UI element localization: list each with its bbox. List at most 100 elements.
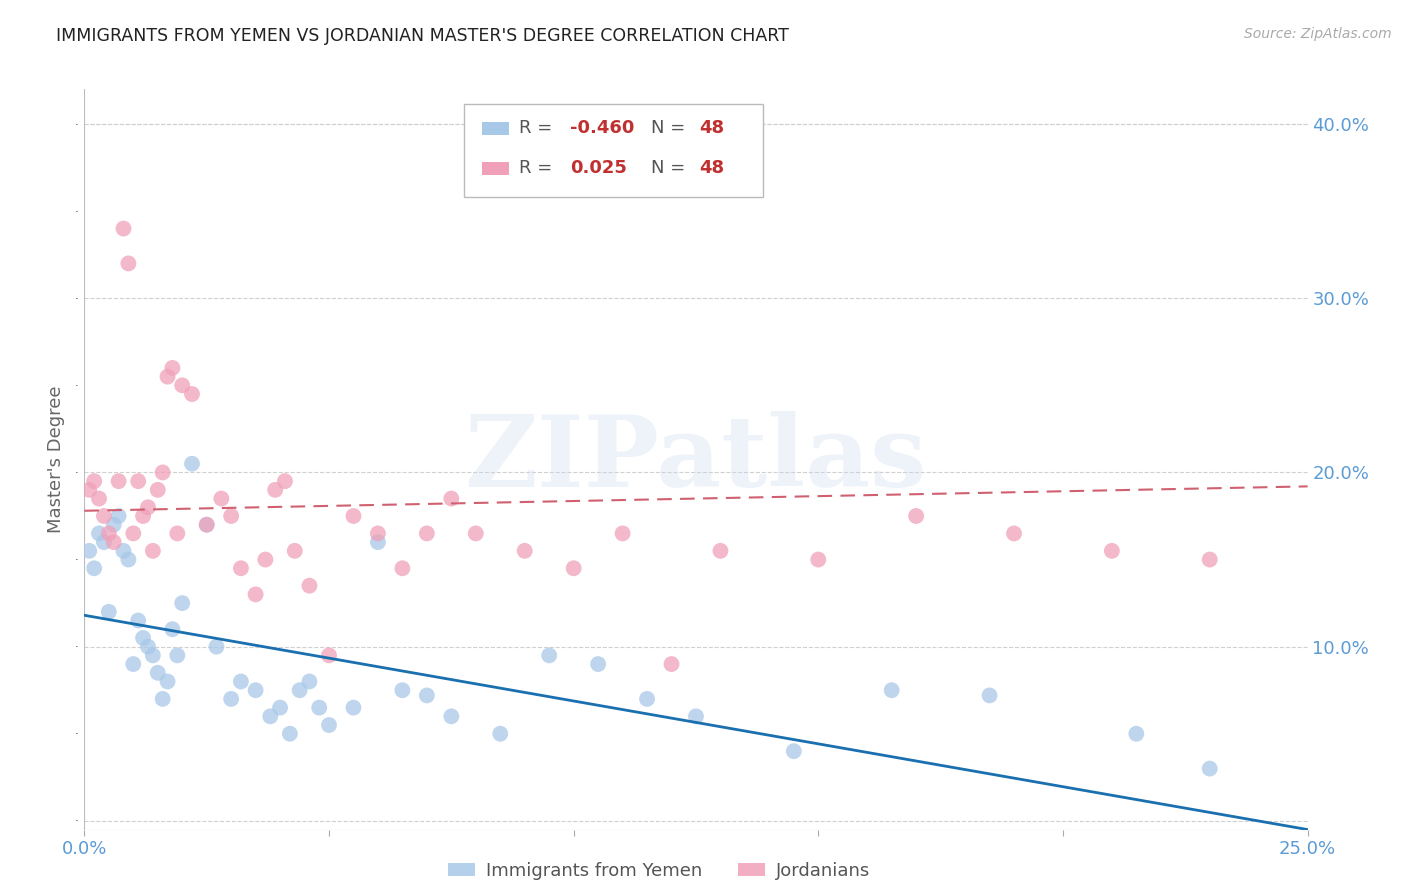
Point [146,483,169,497]
Point [83,561,105,575]
Legend: Immigrants from Yemen, Jordanians: Immigrants from Yemen, Jordanians [441,855,877,888]
Text: -0.460: -0.460 [569,120,634,137]
Point [219,692,242,706]
Point [87,526,110,541]
Text: IMMIGRANTS FROM YEMEN VS JORDANIAN MASTER'S DEGREE CORRELATION CHART: IMMIGRANTS FROM YEMEN VS JORDANIAN MASTE… [56,27,789,45]
Point [298,674,321,689]
Point [142,648,165,663]
Point [783,744,806,758]
Point [586,657,609,671]
Point [538,648,561,663]
Point [513,544,536,558]
Point [146,665,169,680]
Point [152,466,174,480]
Point [278,727,301,741]
Point [77,483,100,497]
Point [245,587,267,601]
Point [136,500,159,515]
Text: R =: R = [519,120,558,137]
Point [117,552,139,566]
Point [269,700,291,714]
Point [489,727,512,741]
Point [209,491,232,506]
Point [440,709,463,723]
Point [166,526,188,541]
Point [172,596,194,610]
Point [562,561,585,575]
Bar [482,122,509,135]
Point [103,535,125,549]
Point [685,709,707,723]
Point [342,700,364,714]
Point [636,692,658,706]
Point [77,544,100,558]
Point [807,552,830,566]
Point [391,561,413,575]
Point [142,544,165,558]
Point [156,369,179,384]
Point [166,648,188,663]
Text: ZIPatlas: ZIPatlas [465,411,927,508]
Point [229,561,252,575]
Text: Source: ZipAtlas.com: Source: ZipAtlas.com [1244,27,1392,41]
Y-axis label: Master's Degree: Master's Degree [48,385,65,533]
Point [1101,544,1123,558]
Point [342,508,364,523]
Text: 48: 48 [700,160,724,178]
Point [181,457,204,471]
Point [1198,552,1220,566]
Point [661,657,683,671]
Point [162,622,184,636]
Text: R =: R = [519,160,558,178]
Text: N =: N = [651,120,690,137]
Point [132,631,155,645]
Text: 48: 48 [700,120,724,137]
Point [97,526,120,541]
Point [464,526,486,541]
Point [117,256,139,270]
Point [172,378,194,392]
Point [132,508,155,523]
Point [1198,762,1220,776]
Point [254,552,277,566]
Point [219,508,242,523]
Point [284,544,307,558]
Point [107,508,129,523]
Point [229,674,252,689]
Point [274,474,297,488]
FancyBboxPatch shape [464,104,763,196]
Point [112,221,135,235]
Point [162,360,184,375]
Point [318,718,340,732]
Point [264,483,287,497]
Point [181,387,204,401]
Point [367,526,389,541]
Point [83,474,105,488]
Point [905,508,928,523]
Point [416,689,439,703]
Point [259,709,281,723]
Bar [482,161,509,175]
Text: N =: N = [651,160,690,178]
Point [612,526,634,541]
Point [195,517,218,532]
Point [245,683,267,698]
Point [709,544,731,558]
Point [1125,727,1147,741]
Point [288,683,311,698]
Point [127,474,149,488]
Point [979,689,1001,703]
Text: 0.025: 0.025 [569,160,627,178]
Point [112,544,135,558]
Point [122,526,145,541]
Point [97,605,120,619]
Point [136,640,159,654]
Point [308,700,330,714]
Point [440,491,463,506]
Point [127,614,149,628]
Point [156,674,179,689]
Point [391,683,413,698]
Point [298,579,321,593]
Point [416,526,439,541]
Point [367,535,389,549]
